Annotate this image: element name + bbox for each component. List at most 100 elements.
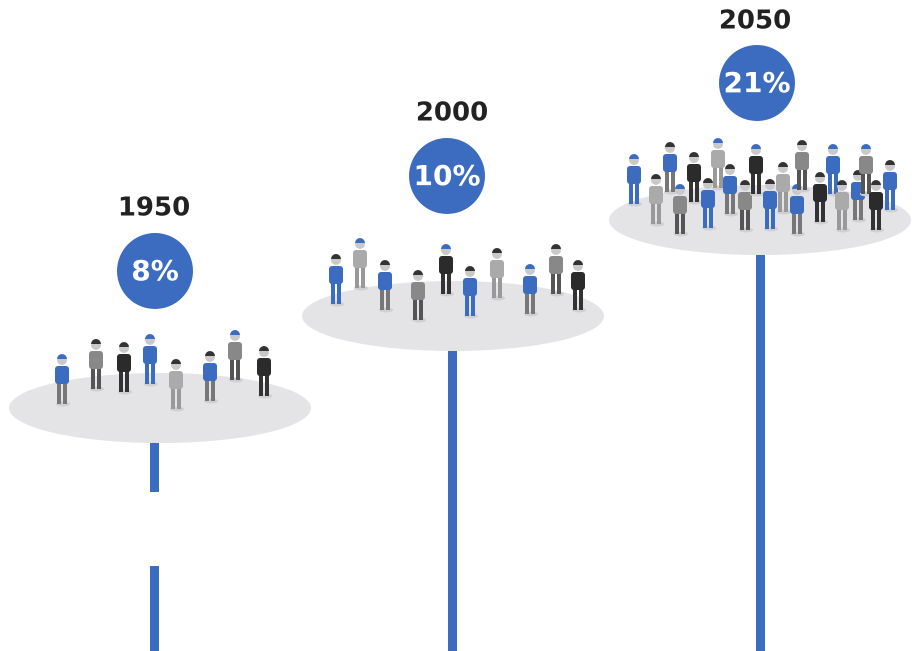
person-leg — [361, 266, 365, 288]
person-hair — [675, 184, 685, 189]
person-body — [723, 176, 737, 194]
person-leg — [859, 198, 863, 220]
person-leg — [386, 288, 390, 310]
person-body — [835, 192, 849, 210]
person-leg — [419, 298, 423, 320]
person-body — [571, 272, 585, 290]
person-hair — [828, 144, 838, 149]
person-leg — [265, 374, 269, 396]
person-hair — [797, 140, 807, 145]
person-hair — [441, 244, 451, 249]
share-label: 8% — [131, 254, 179, 287]
person-leg — [97, 367, 101, 389]
person-body — [763, 191, 777, 209]
person-hair — [885, 160, 895, 165]
person-leg — [798, 212, 802, 234]
person-leg — [665, 170, 669, 192]
person-hair — [629, 154, 639, 159]
infographic: 1950 8% 2000 10% 2050 21% — [0, 0, 912, 651]
person-body — [353, 250, 367, 268]
person-body — [859, 156, 873, 174]
person-leg — [465, 294, 469, 316]
person-leg — [867, 172, 871, 194]
person-hair — [778, 162, 788, 167]
person-hair — [689, 152, 699, 157]
person-body — [228, 342, 242, 360]
pillar — [150, 566, 159, 651]
person-body — [663, 154, 677, 172]
person-hair — [230, 330, 240, 335]
person-body — [687, 164, 701, 182]
person-leg — [885, 188, 889, 210]
person-leg — [709, 206, 713, 228]
person-leg — [151, 362, 155, 384]
person-leg — [557, 272, 561, 294]
person-hair — [871, 180, 881, 185]
person-leg — [703, 206, 707, 228]
person-leg — [125, 370, 129, 392]
pillar — [756, 252, 765, 651]
person-leg — [891, 188, 895, 210]
person-leg — [259, 374, 263, 396]
person-leg — [681, 212, 685, 234]
person-leg — [675, 212, 679, 234]
person-body — [117, 354, 131, 372]
person-hair — [380, 260, 390, 265]
person-leg — [713, 166, 717, 188]
person-leg — [821, 200, 825, 222]
person-leg — [177, 387, 181, 409]
person-leg — [441, 272, 445, 294]
person-leg — [843, 208, 847, 230]
person-leg — [205, 379, 209, 401]
person-body — [673, 196, 687, 214]
person-body — [749, 156, 763, 174]
person-leg — [573, 288, 577, 310]
person-leg — [57, 382, 61, 404]
person-hair — [815, 172, 825, 177]
person-leg — [525, 292, 529, 314]
person-body — [795, 152, 809, 170]
person-leg — [837, 208, 841, 230]
person-leg — [725, 192, 729, 214]
person-body — [711, 150, 725, 168]
person-body — [776, 174, 790, 192]
person-leg — [877, 208, 881, 230]
person-leg — [171, 387, 175, 409]
person-hair — [57, 354, 67, 359]
person-hair — [551, 244, 561, 249]
person-body — [883, 172, 897, 190]
person-body — [203, 363, 217, 381]
person-body — [826, 156, 840, 174]
person-leg — [236, 358, 240, 380]
person-leg — [91, 367, 95, 389]
person-leg — [498, 276, 502, 298]
person-leg — [784, 190, 788, 212]
person-leg — [861, 172, 865, 194]
person-hair — [525, 264, 535, 269]
person-leg — [731, 192, 735, 214]
person-leg — [797, 168, 801, 190]
person-leg — [629, 182, 633, 204]
person-body — [89, 351, 103, 369]
person-hair — [355, 238, 365, 243]
person-body — [523, 276, 537, 294]
person-body — [549, 256, 563, 274]
person-hair — [413, 270, 423, 275]
share-label: 10% — [413, 159, 480, 192]
person-body — [490, 260, 504, 278]
year-label: 2000 — [416, 98, 488, 128]
person-body — [378, 272, 392, 290]
person-hair — [837, 180, 847, 185]
person-leg — [828, 172, 832, 194]
page: 1950 8% 2000 10% 2050 21% (() => { const… — [0, 0, 912, 651]
person-hair — [725, 164, 735, 169]
person-leg — [871, 208, 875, 230]
person-body — [143, 346, 157, 364]
person-leg — [651, 202, 655, 224]
person-hair — [492, 248, 502, 253]
person-leg — [531, 292, 535, 314]
person-body — [813, 184, 827, 202]
person-body — [790, 196, 804, 214]
person-hair — [751, 144, 761, 149]
person-hair — [119, 342, 129, 347]
